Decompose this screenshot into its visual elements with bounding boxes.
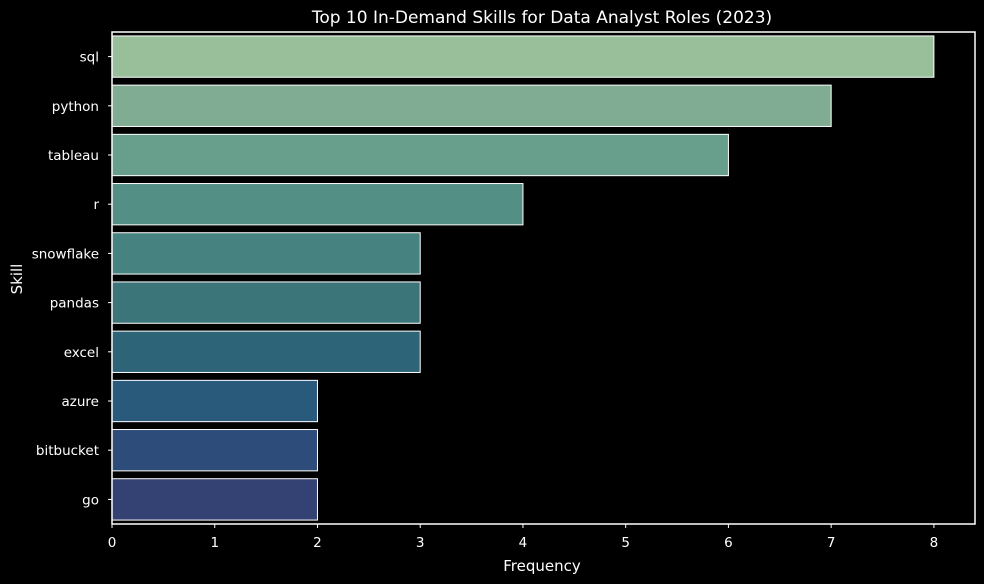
bar-pandas: [111, 281, 421, 324]
y-tick-label: r: [93, 197, 99, 213]
bar-excel: [111, 330, 421, 373]
y-tick-label: tableau: [48, 148, 99, 164]
bar-go: [111, 478, 318, 521]
chart-title: Top 10 In-Demand Skills for Data Analyst…: [311, 8, 772, 28]
bars-group: [111, 35, 935, 521]
x-tick-label: 1: [210, 535, 219, 551]
bar-tableau: [111, 133, 729, 177]
x-tick-label: 3: [416, 535, 425, 551]
x-tick-label: 5: [621, 535, 630, 551]
bar-python: [111, 84, 832, 127]
y-axis-label: Skill: [8, 264, 26, 295]
y-tick-label: azure: [62, 394, 99, 410]
bar-bitbucket: [111, 429, 318, 472]
x-tick-label: 4: [519, 535, 528, 551]
y-tick-label: bitbucket: [36, 443, 99, 459]
x-axis-label: Frequency: [503, 557, 581, 575]
y-tick-label: excel: [64, 345, 99, 361]
x-tick-label: 8: [930, 535, 939, 551]
plot-frame: [111, 31, 976, 525]
bar-sql: [111, 35, 935, 78]
x-tick-label: 2: [313, 535, 322, 551]
y-tick-label: sql: [80, 50, 99, 66]
y-tick-label: go: [82, 492, 99, 508]
y-tick-label: python: [52, 99, 99, 115]
bar-snowflake: [111, 232, 421, 275]
x-axis-ticks: 0 1 2 3 4 5 6 7 8: [108, 524, 938, 551]
x-tick-label: 6: [724, 535, 733, 551]
bar-azure: [111, 379, 318, 423]
x-tick-label: 7: [827, 535, 836, 551]
y-tick-label: pandas: [50, 296, 99, 312]
bar-r: [111, 183, 524, 226]
x-tick-label: 0: [108, 535, 117, 551]
y-tick-label: snowflake: [32, 246, 99, 262]
y-axis-ticks: sql python tableau r snowflake pandas excel azu…: [32, 50, 112, 508]
